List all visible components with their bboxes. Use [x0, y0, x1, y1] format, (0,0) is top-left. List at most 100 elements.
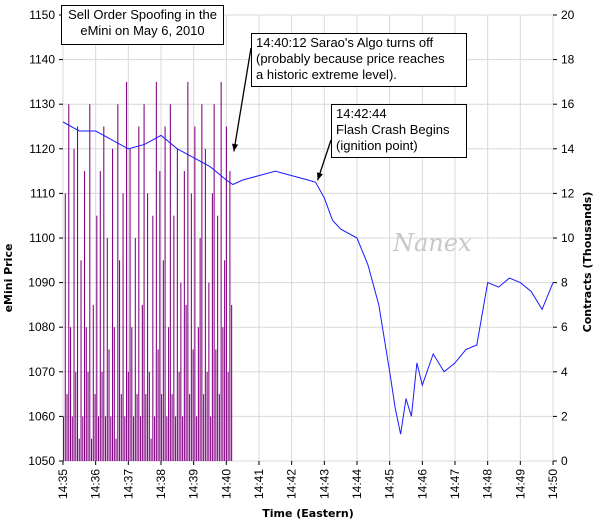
contracts-bar: [87, 371, 89, 461]
contracts-bar: [84, 171, 86, 461]
contracts-bar: [169, 104, 171, 461]
contracts-bar: [224, 260, 226, 461]
contracts-bar: [122, 193, 124, 461]
contracts-bar: [231, 304, 233, 461]
contracts-bar: [204, 148, 206, 462]
y-tick-label-left: 1150: [29, 8, 55, 22]
annotation-algo-off: 14:40:12 Sarao's Algo turns off (probabl…: [251, 33, 467, 87]
contracts-bar: [178, 371, 180, 461]
contracts-bar: [119, 260, 121, 461]
x-tick-label: 14:37: [121, 469, 135, 499]
contracts-bar: [180, 282, 182, 461]
y-tick-label-right: 16: [561, 97, 575, 111]
contracts-bar: [173, 215, 175, 461]
y-axis-right-title: Contracts (Thousands): [581, 192, 594, 333]
contracts-bar: [89, 104, 91, 461]
contracts-bar: [113, 327, 115, 461]
y-tick-label-right: 0: [561, 454, 568, 468]
y-tick-label-left: 1130: [29, 97, 55, 111]
y-tick-label-right: 8: [561, 276, 568, 290]
contracts-bar: [166, 416, 168, 461]
contracts-bar: [145, 394, 147, 461]
y-tick-label-right: 6: [561, 320, 568, 334]
contracts-bar: [213, 104, 215, 461]
contracts-bar: [152, 215, 154, 461]
contracts-bar: [176, 148, 178, 462]
contracts-bar: [225, 126, 227, 461]
x-tick-label: 14:41: [252, 469, 266, 499]
x-tick-label: 14:45: [383, 469, 397, 499]
x-tick-label: 14:40: [219, 469, 233, 499]
contracts-bar: [120, 394, 122, 461]
contracts-bar: [148, 371, 150, 461]
contracts-bar: [196, 416, 198, 461]
contracts-bar: [110, 416, 112, 461]
contracts-bar: [218, 394, 220, 461]
y-axis-left-title: eMini Price: [2, 244, 15, 313]
y-tick-label-right: 10: [561, 231, 575, 245]
y-tick-label-left: 1060: [28, 409, 55, 423]
contracts-bar: [164, 126, 166, 461]
contracts-bar: [82, 416, 84, 461]
y-tick-label-left: 1100: [29, 231, 55, 245]
x-tick-label: 14:48: [481, 469, 495, 499]
watermark: Nanex: [392, 229, 472, 257]
x-tick-label: 14:50: [546, 469, 560, 499]
contracts-bar: [78, 438, 80, 461]
contracts-bar: [227, 371, 229, 461]
contracts-bar: [66, 394, 68, 461]
contracts-bar: [159, 171, 161, 461]
contracts-bar: [101, 371, 103, 461]
contracts-bar: [192, 349, 194, 461]
contracts-bar: [85, 327, 87, 461]
contracts-bar: [147, 193, 149, 461]
contracts-bar: [211, 193, 213, 461]
y-axis-left: 1050 1060 1070 1080 1090 1100 1110 1120 1130 1140…: [28, 8, 63, 468]
y-tick-label-left: 1110: [30, 186, 55, 200]
x-tick-label: 14:44: [350, 469, 364, 499]
contracts-bar: [136, 394, 138, 461]
contracts-bar: [80, 260, 82, 461]
contracts-bar: [197, 327, 199, 461]
y-tick-label-left: 1120: [29, 142, 55, 156]
y-tick-label-right: 20: [561, 8, 575, 22]
contracts-bar: [99, 171, 101, 461]
contracts-bar: [222, 327, 224, 461]
x-tick-label: 14:35: [56, 469, 70, 499]
x-tick-label: 14:46: [415, 469, 429, 499]
y-tick-label-right: 14: [561, 142, 575, 156]
contracts-bar: [199, 238, 201, 461]
contracts-bar: [98, 416, 100, 461]
contracts-bar: [194, 126, 196, 461]
contracts-bar: [155, 81, 157, 462]
contracts-bar: [201, 104, 203, 461]
contracts-bar: [105, 416, 107, 461]
y-tick-label-right: 4: [561, 365, 568, 379]
contracts-bar: [141, 304, 143, 461]
contracts-bar: [94, 394, 96, 461]
contracts-bar: [185, 304, 187, 461]
contracts-bar: [162, 260, 164, 461]
contracts-bar: [189, 394, 191, 461]
contracts-bar: [127, 371, 129, 461]
contracts-bar: [217, 215, 219, 461]
contracts-bar: [77, 126, 79, 461]
contracts-bar: [73, 148, 75, 462]
contracts-bar: [161, 394, 163, 461]
x-tick-label: 14:42: [285, 469, 299, 499]
contracts-bar: [182, 416, 184, 461]
contracts-bar: [91, 438, 93, 461]
x-tick-label: 14:36: [89, 469, 103, 499]
x-tick-label: 14:38: [154, 469, 168, 499]
contracts-bar: [138, 126, 140, 461]
contracts-bar: [63, 416, 65, 461]
contracts-bar: [168, 327, 170, 461]
x-axis-title: Time (Eastern): [262, 507, 354, 520]
contracts-bar: [92, 304, 94, 461]
contracts-bar: [112, 148, 114, 462]
contracts-bar: [108, 349, 110, 461]
y-tick-label-left: 1070: [28, 365, 55, 379]
x-tick-label: 14:49: [513, 469, 527, 499]
annotation-arrow-algo-off: [233, 47, 252, 152]
